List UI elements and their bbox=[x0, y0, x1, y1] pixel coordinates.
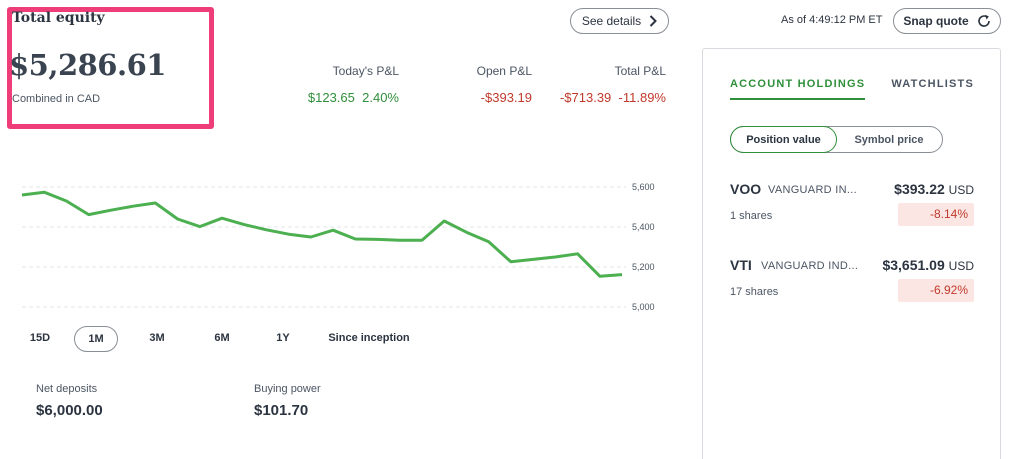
range-1y[interactable]: 1Y bbox=[276, 332, 290, 344]
todays-pnl-value: $123.65 2.40% bbox=[300, 90, 399, 105]
y-tick-label: 5,200 bbox=[632, 262, 655, 272]
holding-shares: 1 shares bbox=[730, 210, 773, 222]
todays-pnl-amount: $123.65 bbox=[307, 90, 355, 105]
see-details-button[interactable]: See details bbox=[570, 8, 669, 34]
snap-quote-label: Snap quote bbox=[903, 14, 969, 28]
snap-quote-button[interactable]: Snap quote bbox=[893, 8, 1001, 34]
holding-price: $3,651.09 USD bbox=[882, 257, 974, 273]
total-equity-title: Total equity bbox=[12, 10, 105, 26]
holding-price-currency: USD bbox=[948, 259, 974, 273]
todays-pnl-percent: 2.40% bbox=[362, 90, 399, 105]
holding-price-amount: $393.22 bbox=[894, 181, 945, 197]
open-pnl-amount: -$393.19 bbox=[480, 90, 532, 105]
chevron-right-icon bbox=[649, 15, 658, 27]
holding-price: $393.22 USD bbox=[894, 181, 974, 197]
panel-tabs: ACCOUNT HOLDINGS WATCHLISTS bbox=[730, 78, 974, 100]
holding-price-amount: $3,651.09 bbox=[882, 257, 945, 273]
range-3m[interactable]: 3M bbox=[149, 332, 165, 344]
total-equity-currency-note: Combined in CAD bbox=[12, 93, 101, 105]
y-tick-label: 5,000 bbox=[632, 302, 655, 312]
range-15d[interactable]: 15D bbox=[29, 332, 51, 344]
equity-series-line bbox=[21, 190, 623, 278]
total-pnl-amount: -$713.39 bbox=[559, 90, 612, 105]
buying-power: Buying power $101.70 bbox=[254, 383, 321, 419]
holding-change-badge: -6.92% bbox=[898, 279, 974, 302]
buying-power-value: $101.70 bbox=[254, 402, 309, 419]
open-pnl-label: Open P&L bbox=[476, 64, 532, 78]
total-pnl-value: -$713.39 -11.89% bbox=[550, 90, 666, 105]
open-pnl: Open P&L -$393.19 bbox=[460, 64, 532, 105]
toggle-symbol-price[interactable]: Symbol price bbox=[854, 133, 924, 146]
see-details-label: See details bbox=[581, 14, 642, 28]
net-deposits: Net deposits $6,000.00 bbox=[36, 383, 103, 419]
holding-symbol: VOO bbox=[730, 181, 762, 197]
todays-pnl-label: Today's P&L bbox=[332, 64, 399, 78]
range-6m[interactable]: 6M bbox=[214, 332, 230, 344]
holding-name: VANGUARD IND... bbox=[761, 260, 859, 272]
time-range-selector: 15D 1M 3M 6M 1Y Since inception bbox=[22, 326, 424, 352]
holding-symbol: VTI bbox=[730, 257, 752, 273]
net-deposits-label: Net deposits bbox=[36, 383, 98, 395]
holding-change-badge: -8.14% bbox=[898, 203, 974, 226]
holding-price-currency: USD bbox=[948, 183, 974, 197]
tab-account-holdings[interactable]: ACCOUNT HOLDINGS bbox=[730, 78, 866, 100]
toggle-position-value[interactable]: Position value bbox=[730, 126, 837, 153]
y-tick-label: 5,400 bbox=[632, 222, 655, 232]
range-since-inception[interactable]: Since inception bbox=[328, 332, 410, 344]
value-mode-toggle: Position value Symbol price bbox=[730, 126, 943, 153]
range-1m[interactable]: 1M bbox=[74, 326, 118, 352]
total-pnl: Total P&L -$713.39 -11.89% bbox=[550, 64, 666, 105]
total-pnl-percent: -11.89% bbox=[618, 90, 666, 105]
equity-line-chart: 5,600 5,400 5,200 5,000 bbox=[21, 182, 655, 312]
y-tick-label: 5,600 bbox=[632, 182, 655, 192]
total-equity-value: $5,286.61 bbox=[9, 48, 166, 82]
refresh-icon bbox=[977, 14, 990, 27]
holding-shares: 17 shares bbox=[730, 286, 779, 298]
holding-name: VANGUARD IN... bbox=[768, 184, 857, 196]
tab-watchlists[interactable]: WATCHLISTS bbox=[891, 78, 974, 90]
total-equity-card bbox=[7, 7, 214, 129]
holdings-panel: ACCOUNT HOLDINGS WATCHLISTS Position val… bbox=[702, 48, 1001, 459]
total-pnl-label: Total P&L bbox=[614, 64, 666, 78]
net-deposits-value: $6,000.00 bbox=[36, 402, 103, 419]
as-of-timestamp: As of 4:49:12 PM ET bbox=[781, 14, 883, 26]
buying-power-label: Buying power bbox=[254, 383, 321, 395]
todays-pnl: Today's P&L $123.65 2.40% bbox=[300, 64, 399, 105]
